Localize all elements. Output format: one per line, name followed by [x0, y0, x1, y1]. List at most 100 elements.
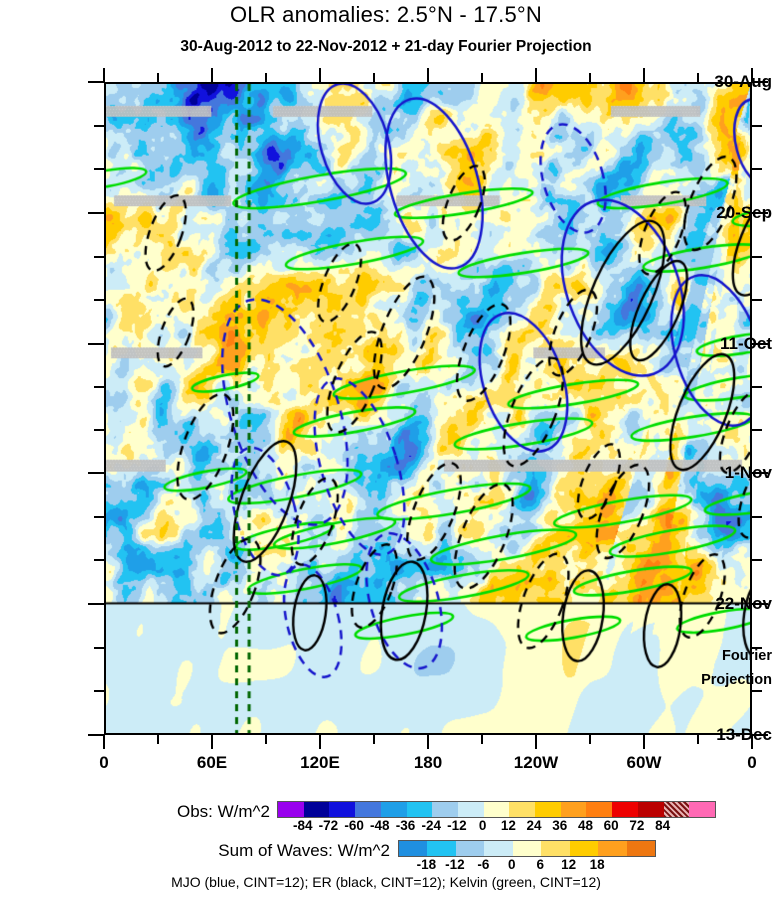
colorbar-tick-label: 48 — [577, 818, 593, 833]
colorbar-tick-label: 6 — [536, 857, 544, 872]
x-minor-tick — [481, 73, 483, 82]
colorbar-swatch — [329, 802, 356, 817]
y-major-tick — [752, 212, 768, 214]
y-minor-tick — [94, 255, 104, 258]
y-minor-tick — [94, 515, 104, 518]
colorbar-swatch — [626, 841, 655, 856]
colorbar-swatch — [612, 802, 638, 817]
ytick-label-1: 20-Sep — [716, 203, 772, 222]
x-minor-tick — [157, 73, 159, 82]
colorbar-tick-label: 36 — [552, 818, 568, 833]
y-minor-tick — [752, 429, 762, 431]
xtick-label-3: 180 — [413, 753, 443, 772]
x-minor-tick — [373, 735, 375, 744]
x-major-tick — [751, 735, 753, 749]
colorbar-swatch — [455, 841, 485, 856]
x-minor-tick — [697, 73, 699, 82]
colorbar-swatch — [380, 802, 407, 817]
x-major-tick — [211, 68, 213, 82]
waves-colorbar-label: Sum of Waves: W/m^2 — [218, 841, 390, 860]
y-minor-tick — [752, 124, 762, 127]
y-minor-tick — [94, 168, 104, 171]
waves-colorbar — [398, 840, 656, 857]
y-major-tick — [88, 212, 104, 214]
y-major-tick — [752, 603, 768, 605]
x-major-tick — [103, 68, 105, 82]
colorbar-tick-label: -12 — [445, 857, 465, 872]
x-major-tick — [643, 735, 645, 749]
colorbar-swatch — [535, 802, 561, 817]
x-minor-tick — [589, 735, 591, 744]
y-minor-tick — [94, 559, 104, 562]
obs-colorbar-ticks: -84 -72 -60 -48 -36 -24 -12 0 12 24 36 48 60 72 84 — [0, 818, 772, 836]
ytick-label-4: 22-Nov — [715, 594, 772, 613]
colorbar-swatch — [399, 841, 428, 856]
y-major-tick — [752, 734, 768, 736]
y-minor-tick — [752, 255, 762, 258]
y-minor-tick — [94, 429, 104, 431]
colorbar-swatch — [569, 841, 599, 856]
x-minor-tick — [157, 735, 159, 744]
y-minor-tick — [94, 646, 104, 649]
colorbar-tick-label: -12 — [447, 818, 467, 833]
colorbar-swatch — [689, 802, 715, 817]
colorbar-tick-label: 18 — [589, 857, 605, 872]
xtick-label-0: 0 — [99, 753, 109, 772]
colorbar-swatch — [663, 802, 690, 817]
colorbar-swatch — [509, 802, 536, 817]
xtick-label-2: 120E — [300, 753, 340, 772]
x-major-tick — [427, 735, 429, 749]
y-major-tick — [752, 472, 768, 474]
y-major-tick — [752, 343, 768, 345]
y-minor-tick — [94, 690, 104, 693]
colorbar-swatch — [427, 841, 456, 856]
y-minor-tick — [752, 515, 762, 518]
y-minor-tick — [94, 299, 104, 302]
xtick-label-4: 120W — [513, 753, 559, 772]
colorbar-swatch — [586, 802, 613, 817]
hovmoller-plot — [104, 82, 752, 735]
x-major-tick — [535, 735, 537, 749]
x-major-tick — [319, 68, 321, 82]
colorbar-swatch — [355, 802, 381, 817]
colorbar-tick-label: 84 — [655, 818, 671, 833]
y-major-tick — [88, 343, 104, 345]
colorbar-tick-label: -48 — [370, 818, 390, 833]
ytick-label-0: 30-Aug — [714, 72, 772, 91]
colorbar-tick-label: 72 — [629, 818, 645, 833]
colorbar-tick-label: -84 — [292, 818, 313, 833]
page-title: OLR anomalies: 2.5°N - 17.5°N — [230, 2, 542, 27]
colorbar-tick-label: -72 — [318, 818, 339, 833]
waves-colorbar-ticks: -18 -12 -6 0 6 12 18 — [0, 857, 772, 875]
colorbar-tick-label: -36 — [395, 818, 416, 833]
x-major-tick — [643, 68, 645, 82]
x-major-tick — [751, 68, 753, 82]
y-minor-tick — [752, 559, 762, 562]
colorbar-swatch — [512, 841, 542, 856]
x-major-tick — [427, 68, 429, 82]
x-major-tick — [535, 68, 537, 82]
colorbar-swatch — [406, 802, 433, 817]
x-minor-tick — [265, 73, 267, 82]
y-minor-tick — [752, 690, 762, 693]
y-minor-tick — [94, 124, 104, 127]
xtick-label-1: 60E — [196, 753, 228, 772]
colorbar-swatch — [303, 802, 330, 817]
ytick-label-3: 1-Nov — [724, 463, 772, 482]
colorbar-tick-label: -18 — [416, 857, 437, 872]
colorbar-tick-label: 0 — [508, 857, 516, 872]
obs-colorbar-label: Obs: W/m^2 — [177, 802, 270, 821]
y-major-tick — [88, 734, 104, 736]
colorbar-swatch — [541, 841, 570, 856]
colorbar-tick-label: 60 — [603, 818, 619, 833]
x-minor-tick — [697, 735, 699, 744]
colorbar-tick-label: 12 — [500, 818, 516, 833]
colorbar-tick-label: -60 — [344, 818, 364, 833]
colorbar-swatch — [483, 802, 510, 817]
x-minor-tick — [265, 735, 267, 744]
colorbar-swatch — [598, 841, 627, 856]
y-minor-tick — [752, 299, 762, 302]
x-major-tick — [103, 735, 105, 749]
y-minor-tick — [752, 386, 762, 388]
